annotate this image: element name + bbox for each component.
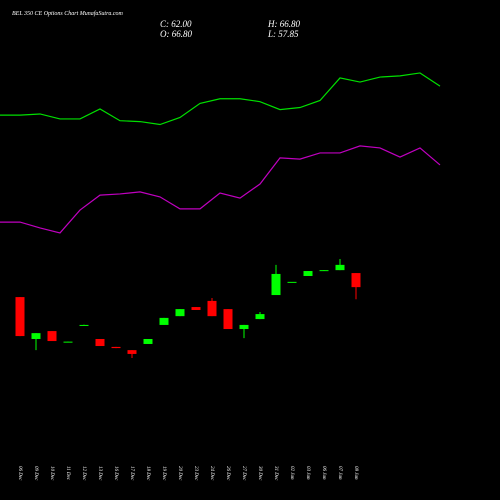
- x-tick-label: 31 Dec: [273, 466, 278, 481]
- x-tick-label: 20 Dec: [177, 466, 182, 481]
- candle-body: [15, 297, 25, 337]
- x-tick-label: 11 Dec: [65, 466, 70, 481]
- x-tick-label: 13 Dec: [97, 466, 102, 481]
- line: [0, 145, 441, 234]
- line: [0, 72, 441, 126]
- high-label: H: 66.80: [267, 19, 300, 29]
- x-tick-label: 03 Jan: [305, 466, 310, 480]
- candle-body: [31, 333, 41, 339]
- x-tick-label: 27 Dec: [241, 466, 246, 481]
- low-label: L: 57.85: [267, 29, 299, 39]
- candle-body: [335, 264, 345, 271]
- candle-body: [351, 273, 361, 288]
- candle-body: [239, 324, 249, 330]
- x-tick-label: 02 Jan: [289, 466, 294, 480]
- candle-body: [255, 314, 265, 320]
- close-label: C: 62.00: [160, 19, 192, 29]
- x-tick-label: 08 Jan: [353, 466, 358, 480]
- candle-body: [111, 346, 121, 349]
- x-tick-label: 18 Dec: [145, 466, 150, 481]
- x-tick-label: 26 Dec: [225, 466, 230, 481]
- candle-body: [47, 331, 57, 342]
- x-tick-label: 19 Dec: [161, 466, 166, 481]
- candle-body: [159, 317, 169, 325]
- x-tick-label: 24 Dec: [209, 466, 214, 481]
- candle-body: [271, 273, 281, 296]
- candle-body: [191, 307, 201, 310]
- candle-body: [207, 300, 217, 317]
- candle-body: [303, 271, 313, 276]
- x-tick-label: 09 Dec: [33, 466, 38, 481]
- candle-body: [63, 341, 73, 343]
- open-label: O: 66.80: [160, 29, 192, 39]
- candle-body: [79, 324, 89, 326]
- candle-body: [127, 350, 137, 354]
- x-tick-label: 30 Dec: [257, 466, 262, 481]
- x-tick-label: 23 Dec: [193, 466, 198, 481]
- candle-body: [319, 270, 329, 272]
- chart-title: BEL 350 CE Options Chart MunafaSutra.com: [12, 10, 124, 17]
- x-tick-label: 07 Jan: [337, 466, 342, 480]
- x-tick-label: 16 Dec: [113, 466, 118, 481]
- candle-body: [143, 338, 153, 344]
- x-tick-label: 06 Dec: [17, 466, 22, 481]
- x-tick-label: 10 Dec: [49, 466, 54, 481]
- x-tick-label: 12 Dec: [81, 466, 86, 481]
- x-tick-label: 17 Dec: [129, 466, 134, 481]
- candle-body: [175, 309, 185, 317]
- candle-body: [287, 281, 297, 283]
- candle-body: [223, 309, 233, 330]
- candle-body: [95, 338, 105, 347]
- x-tick-label: 06 Jan: [321, 466, 326, 480]
